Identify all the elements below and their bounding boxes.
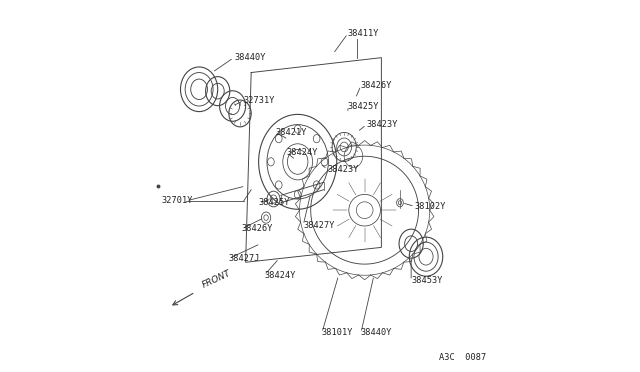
Text: 38421Y: 38421Y	[275, 128, 307, 137]
Text: 32731Y: 32731Y	[244, 96, 275, 105]
Text: 38440Y: 38440Y	[361, 328, 392, 337]
Text: 38411Y: 38411Y	[348, 29, 380, 38]
Text: 38101Y: 38101Y	[322, 328, 353, 337]
Text: 38427Y: 38427Y	[303, 221, 335, 230]
Text: 38423Y: 38423Y	[328, 165, 359, 174]
Text: 38426Y: 38426Y	[361, 81, 392, 90]
Text: 38427J: 38427J	[229, 254, 260, 263]
Text: 38424Y: 38424Y	[287, 148, 318, 157]
Text: 38426Y: 38426Y	[242, 224, 273, 233]
Text: A3C  0087: A3C 0087	[439, 353, 486, 362]
Text: 38102Y: 38102Y	[415, 202, 446, 211]
Text: FRONT: FRONT	[201, 269, 232, 290]
Text: 38425Y: 38425Y	[259, 198, 290, 207]
Text: 38423Y: 38423Y	[367, 120, 398, 129]
Text: 38424Y: 38424Y	[264, 271, 296, 280]
Text: 38440Y: 38440Y	[234, 53, 266, 62]
Text: 32701Y: 32701Y	[162, 196, 193, 205]
Text: 38425Y: 38425Y	[348, 102, 380, 110]
Text: 38453Y: 38453Y	[411, 276, 443, 285]
